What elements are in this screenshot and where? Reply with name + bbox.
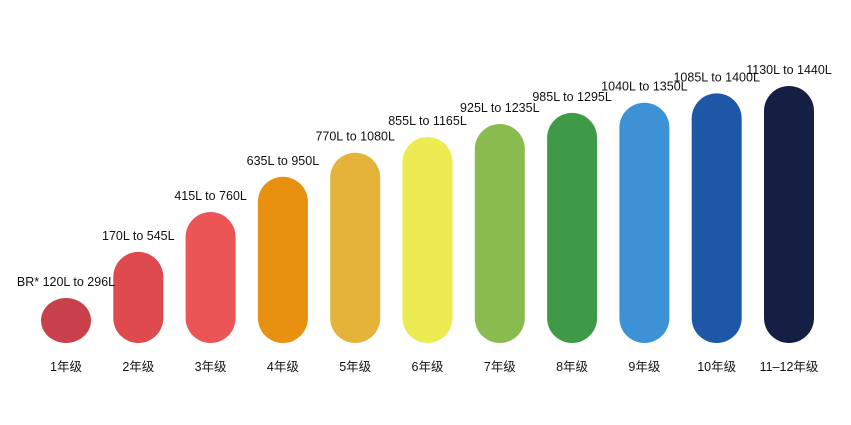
range-label-4: 635L to 950L bbox=[247, 154, 320, 168]
bars-layer bbox=[41, 86, 814, 344]
grade-label-1: 1年级 bbox=[50, 360, 82, 374]
grade-label-2: 2年级 bbox=[122, 360, 154, 374]
grade-label-6: 6年级 bbox=[412, 360, 444, 374]
bar-5 bbox=[330, 152, 381, 343]
grade-label-11: 11–12年级 bbox=[760, 360, 819, 374]
grade-label-9: 9年级 bbox=[628, 360, 660, 374]
bar-2 bbox=[113, 251, 164, 343]
bar-9 bbox=[619, 102, 670, 343]
bar-10 bbox=[691, 93, 742, 344]
grade-label-5: 5年级 bbox=[339, 360, 371, 374]
bar-7 bbox=[474, 124, 525, 343]
range-label-1: BR* 120L to 296L bbox=[17, 275, 115, 289]
range-label-3: 415L to 760L bbox=[174, 189, 247, 203]
grade-label-3: 3年级 bbox=[195, 360, 227, 374]
range-label-5: 770L to 1080L bbox=[315, 130, 395, 144]
bar-4 bbox=[257, 176, 308, 343]
range-label-9: 1040L to 1350L bbox=[601, 80, 687, 94]
grade-label-8: 8年级 bbox=[556, 360, 588, 374]
bar-6 bbox=[402, 137, 453, 343]
grade-labels-layer: 1年级 2年级 3年级 4年级 5年级 6年级 7年级 8年级 9年级 10年级 11–12年级 bbox=[50, 360, 819, 374]
grade-label-10: 10年级 bbox=[697, 360, 736, 374]
bar-1 bbox=[41, 298, 91, 343]
range-label-11: 1130L to 1440L bbox=[746, 63, 832, 77]
bar-3 bbox=[185, 212, 236, 343]
range-label-7: 925L to 1235L bbox=[460, 101, 540, 115]
range-label-10: 1085L to 1400L bbox=[673, 70, 759, 84]
bar-8 bbox=[547, 112, 598, 344]
grade-label-4: 4年级 bbox=[267, 360, 299, 374]
range-labels-layer: BR* 120L to 296L 170L to 545L 415L to 760L… bbox=[17, 63, 832, 289]
range-label-6: 855L to 1165L bbox=[388, 114, 467, 128]
range-label-2: 170L to 545L bbox=[102, 229, 175, 243]
range-label-8: 985L to 1295L bbox=[532, 90, 612, 104]
grade-label-7: 7年级 bbox=[484, 360, 516, 374]
bar-11 bbox=[764, 86, 814, 343]
